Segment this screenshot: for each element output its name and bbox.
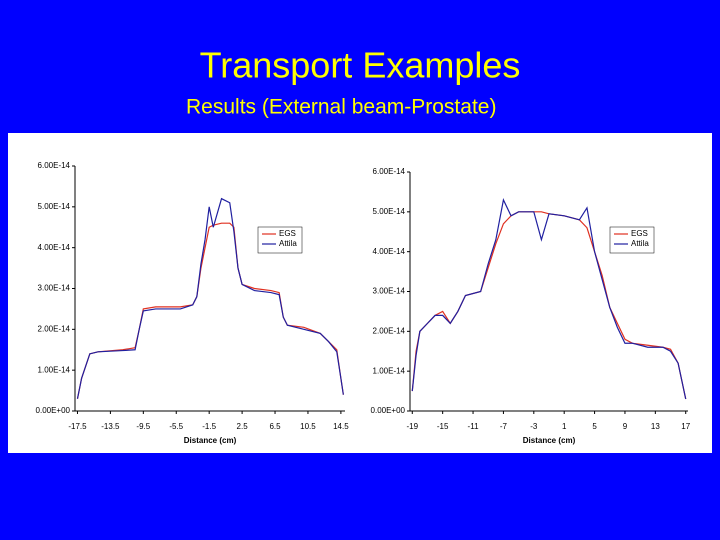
series-line [411,197,687,400]
x-tick-label: 6.5 [269,422,281,431]
x-tick-label: -3 [530,422,538,431]
legend-label: EGS [631,229,648,238]
x-tick-label: -5.5 [169,422,183,431]
y-tick-label: 2.00E-14 [38,324,71,333]
y-tick-label: 2.00E-14 [373,326,406,335]
x-tick-label: -19 [406,422,418,431]
y-tick-label: 6.00E-14 [373,167,406,176]
x-tick-label: 17 [681,422,690,431]
y-tick-label: 1.00E-14 [38,365,71,374]
x-tick-label: 13 [651,422,660,431]
legend-box [257,226,303,254]
x-tick-label: 9 [623,422,628,431]
y-tick-label: 0.00E+00 [36,406,71,415]
x-tick-label: 2.5 [237,422,249,431]
y-tick-label: 3.00E-14 [38,284,71,293]
legend-label: EGS [279,229,296,238]
y-tick-label: 0.00E+00 [371,406,406,415]
series-line [411,211,687,400]
x-axis-label: Distance (cm) [184,436,237,445]
y-tick-label: 5.00E-14 [373,207,406,216]
x-axis-label: Distance (cm) [523,436,576,445]
x-tick-label: -15 [437,422,449,431]
x-tick-label: 1 [562,422,567,431]
y-tick-label: 4.00E-14 [373,247,406,256]
legend-label: Attila [631,239,649,248]
x-tick-label: -9.5 [136,422,150,431]
slide-title: Transport Examples [200,45,521,86]
y-tick-label: 4.00E-14 [38,243,71,252]
y-tick-label: 3.00E-14 [373,287,406,296]
x-tick-label: -17.5 [68,422,87,431]
legend-label: Attila [279,239,297,248]
x-tick-label: 14.5 [333,422,349,431]
y-tick-label: 5.00E-14 [38,202,71,211]
x-tick-label: -13.5 [101,422,120,431]
x-tick-label: -11 [468,422,480,431]
chart-panel [8,133,712,453]
x-tick-label: -1.5 [202,422,216,431]
series-line [76,197,344,399]
slide-subtitle: Results (External beam-Prostate) [186,96,496,119]
y-tick-label: 6.00E-14 [38,161,71,170]
y-tick-label: 1.00E-14 [373,366,406,375]
legend-box [609,226,655,254]
x-tick-label: -7 [500,422,508,431]
x-tick-label: 5 [592,422,597,431]
x-tick-label: 10.5 [300,422,316,431]
